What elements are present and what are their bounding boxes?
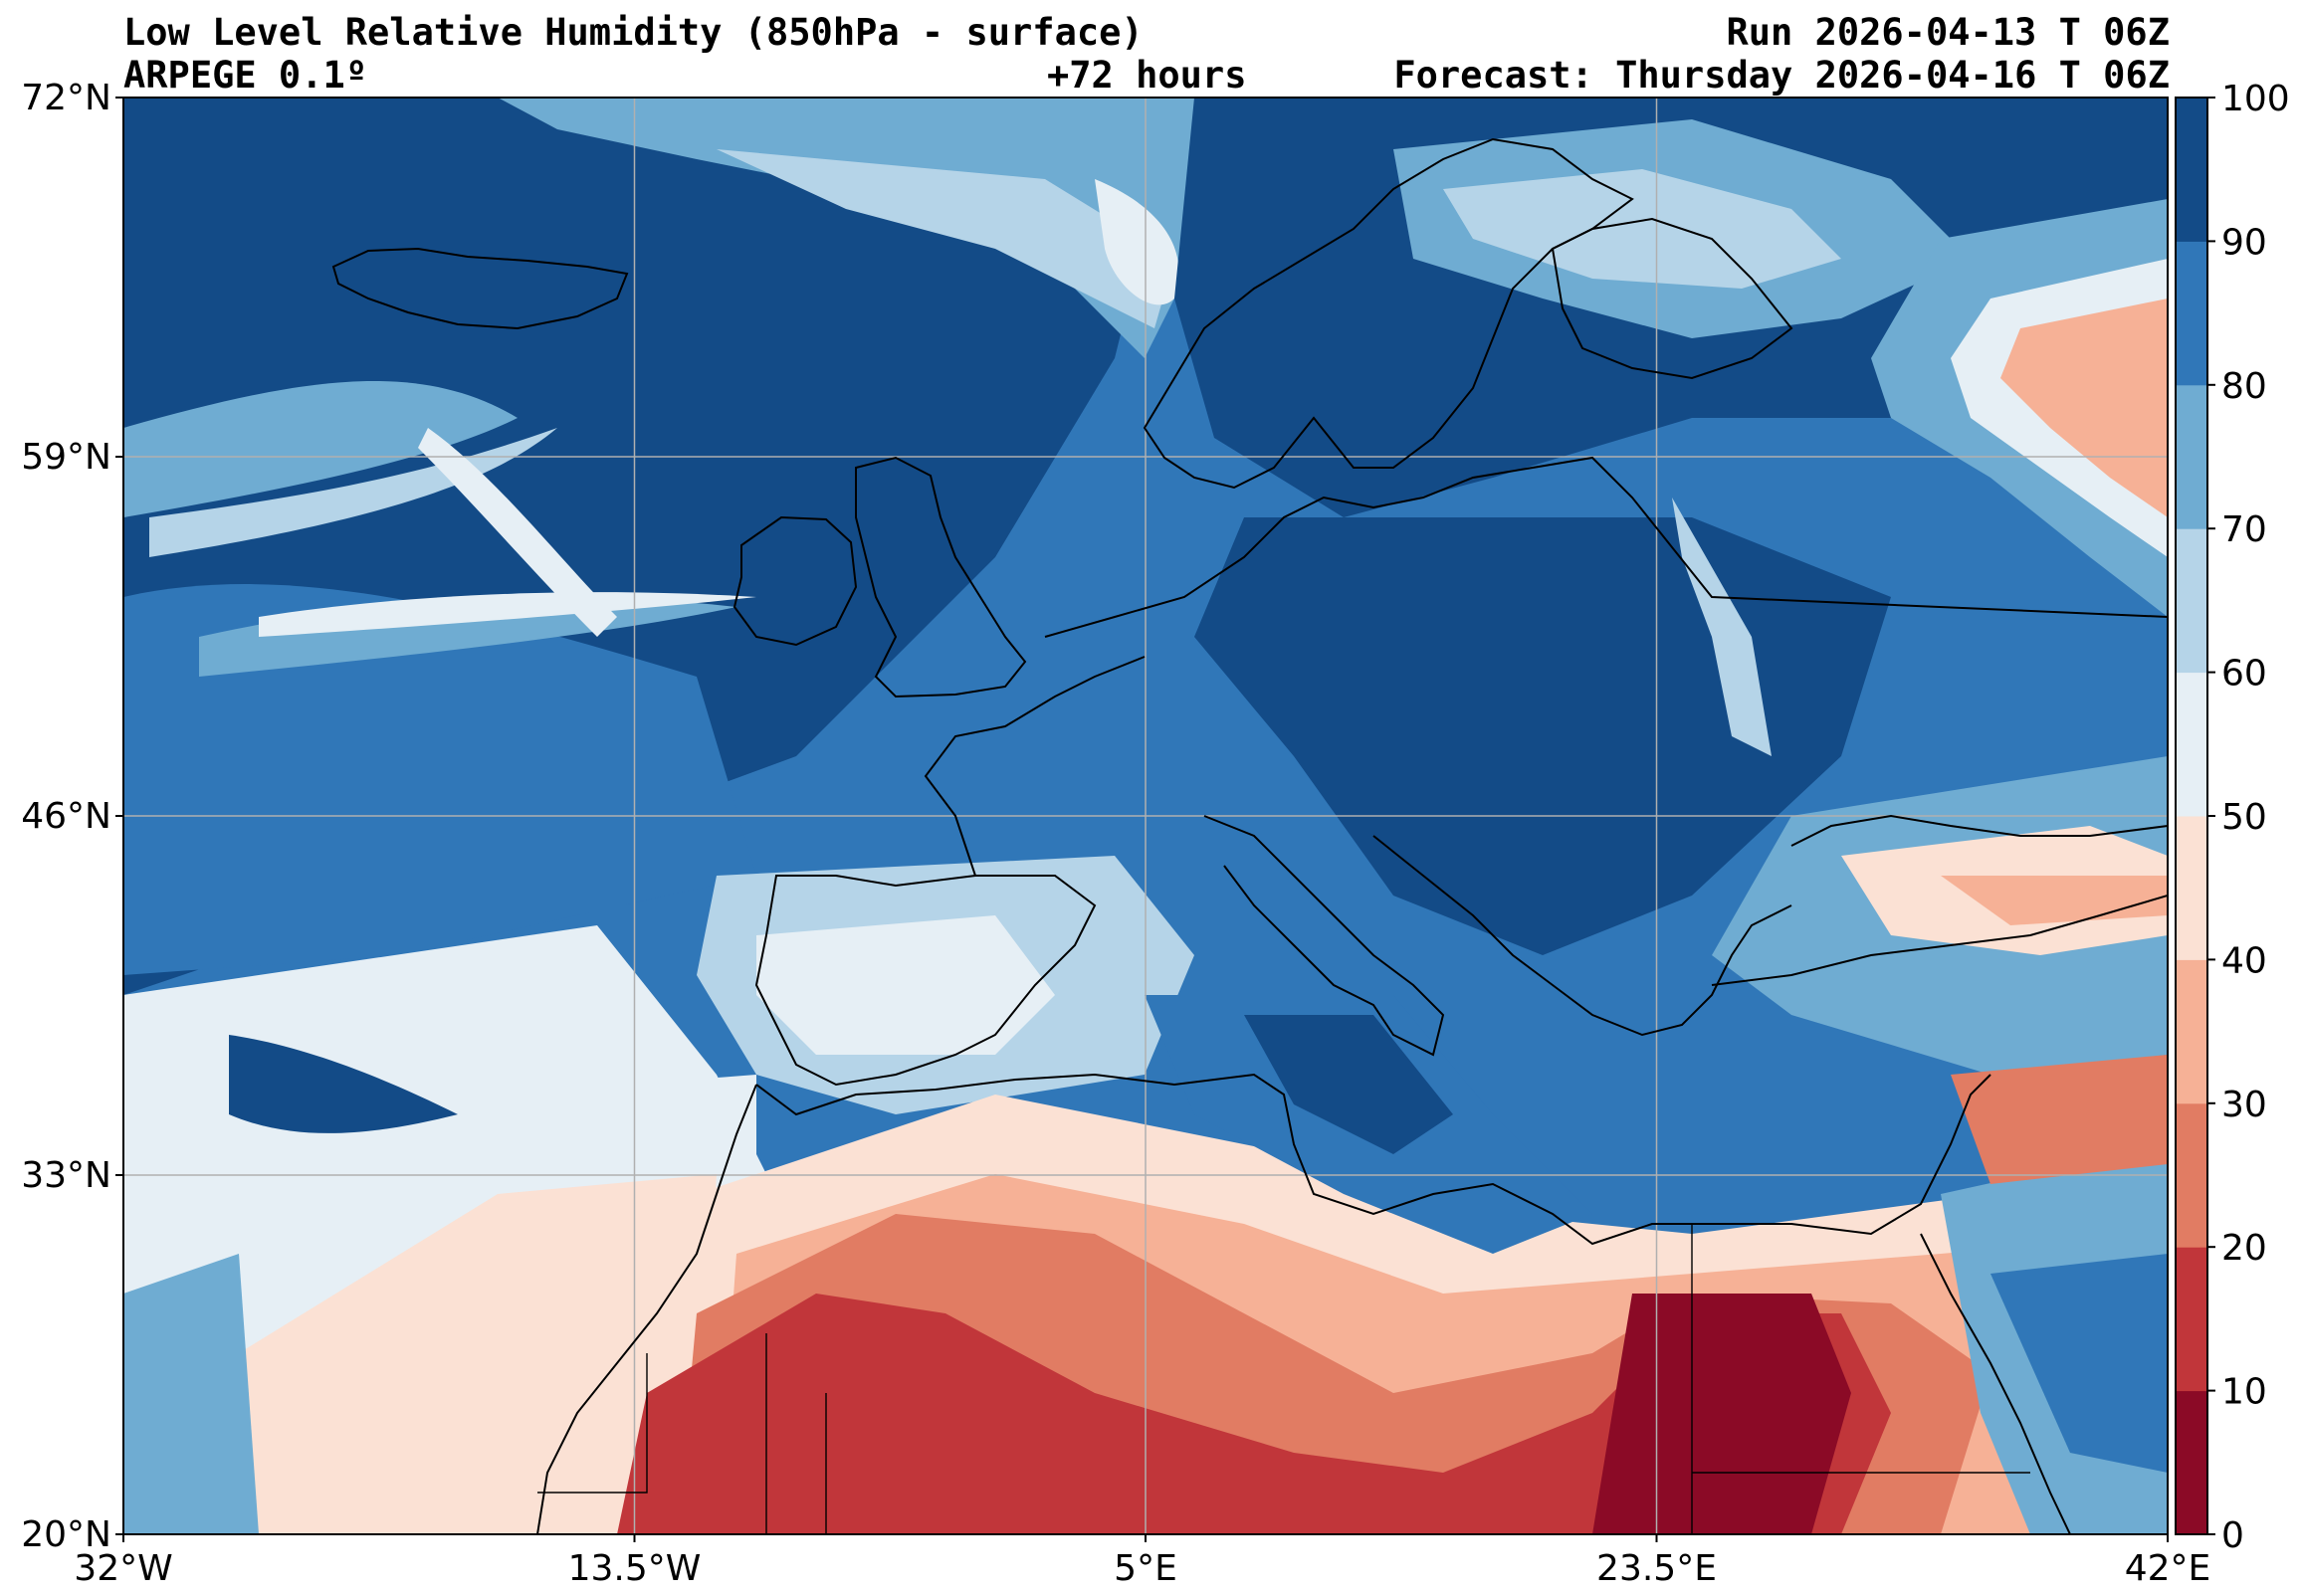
colorbar-tick-label: 30 [2221,1085,2267,1125]
colorbar-tick-label: 0 [2221,1515,2244,1556]
colorbar-segment [2176,241,2207,386]
colorbar-segment [2176,672,2207,817]
lat-tick-label: 33°N [21,1155,111,1196]
colorbar-segment [2176,1390,2207,1535]
great-britain-coast [855,456,1027,698]
colorbar-segment [2176,1247,2207,1392]
run-time: Run 2026-04-13 T 06Z [1726,11,2170,54]
colorbar-segment [2176,98,2207,242]
red-sea-coast [1920,1233,2071,1534]
turkey-coast [1711,895,2168,986]
colorbar-tick-label: 10 [2221,1372,2267,1413]
lat-tick-label: 20°N [21,1514,111,1555]
iceland-coast [331,247,629,330]
colorbar-tick-label: 50 [2221,797,2267,838]
latitude-axis: 72°N 59°N 46°N 33°N 20°N [21,78,123,1555]
lat-tick-label: 46°N [21,796,111,837]
lat-tick-label: 72°N [21,78,111,118]
border-lines [537,1224,2030,1534]
colorbar-tick-label: 100 [2221,79,2290,119]
lon-tick-label: 23.5°E [1596,1548,1717,1589]
forecast-time: Forecast: Thursday 2026-04-16 T 06Z [1393,54,2170,97]
colorbar-segment [2176,1102,2207,1248]
italy-coast [1203,815,1445,1057]
lead-time: +72 hours [1047,54,1247,97]
ireland-coast [732,515,858,647]
colorbar-tick-label: 40 [2221,940,2267,981]
north-africa-coast [755,1073,1991,1246]
colorbar-segment [2176,959,2207,1104]
lon-tick-label: 42°E [2125,1548,2211,1589]
black-sea-coast [1790,814,2168,847]
colorbar-segment [2176,816,2207,960]
finland-coast [1551,217,1793,380]
west-africa-coast [536,1084,757,1534]
colorbar-tick-label: 90 [2221,222,2267,263]
model-name: ARPEGE 0.1º [123,54,368,97]
colorbar-segment [2176,528,2207,674]
lon-tick-label: 13.5°W [568,1548,702,1589]
coastlines [331,137,2168,1534]
lat-tick-label: 59°N [21,437,111,478]
colorbar-tick-label: 60 [2221,654,2267,695]
colorbar: 0 10 20 30 40 50 60 70 80 90 100 [2175,79,2290,1556]
longitude-axis: 32°W 13.5°W 5°E 23.5°E 42°E [74,1534,2210,1589]
colorbar-tick-label: 80 [2221,366,2267,407]
balkans-coast [1372,835,1792,1037]
lon-tick-label: 5°E [1114,1548,1177,1589]
lon-tick-label: 32°W [74,1548,172,1589]
colorbar-segment [2176,384,2207,529]
france-coast [924,656,1146,877]
continental-europe-coast [1044,456,2168,638]
map-title: Low Level Relative Humidity (850hPa - su… [123,11,1144,54]
colorbar-tick-label: 20 [2221,1228,2267,1269]
iberia-coast [754,875,1097,1087]
colorbar-tick-label: 70 [2221,509,2267,550]
